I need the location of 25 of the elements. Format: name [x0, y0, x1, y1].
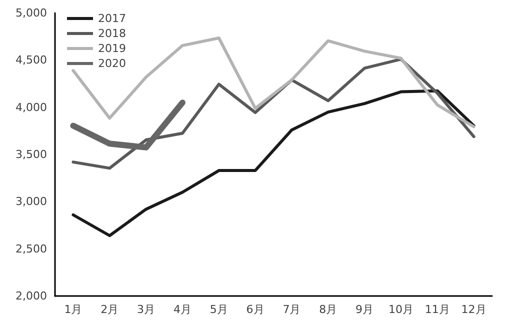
legend-label: 2019: [98, 42, 126, 55]
x-tick-label: 9月: [356, 303, 374, 316]
y-tick-label: 2,000: [16, 290, 47, 302]
x-tick-label: 1月: [64, 303, 82, 316]
x-tick-label: 5月: [210, 303, 228, 316]
x-tick-label: 12月: [461, 303, 486, 316]
y-tick-label: 3,000: [16, 195, 47, 208]
y-tick-label: 4,500: [16, 54, 47, 67]
legend-label: 2018: [98, 27, 126, 40]
line-series: [72, 36, 476, 128]
x-tick-label: 3月: [137, 303, 156, 316]
y-tick-label: 5,000: [16, 6, 47, 20]
y-tick-label: 4,000: [16, 100, 47, 114]
line-series: [72, 89, 476, 238]
x-tick-label: 11月: [424, 303, 450, 316]
y-tick-label: 3,500: [16, 148, 47, 161]
x-tick-label: 4月: [173, 303, 192, 316]
x-tick-label: 2月: [100, 303, 119, 316]
legend-label: 2017: [98, 12, 126, 25]
x-tick-label: 10月: [388, 303, 414, 316]
x-tick-label: 8月: [319, 303, 338, 316]
x-tick-label: 6月: [246, 303, 264, 316]
y-tick-label: 2,500: [16, 242, 47, 256]
x-tick-label: 7月: [282, 303, 301, 316]
legend-label: 2020: [98, 57, 126, 70]
